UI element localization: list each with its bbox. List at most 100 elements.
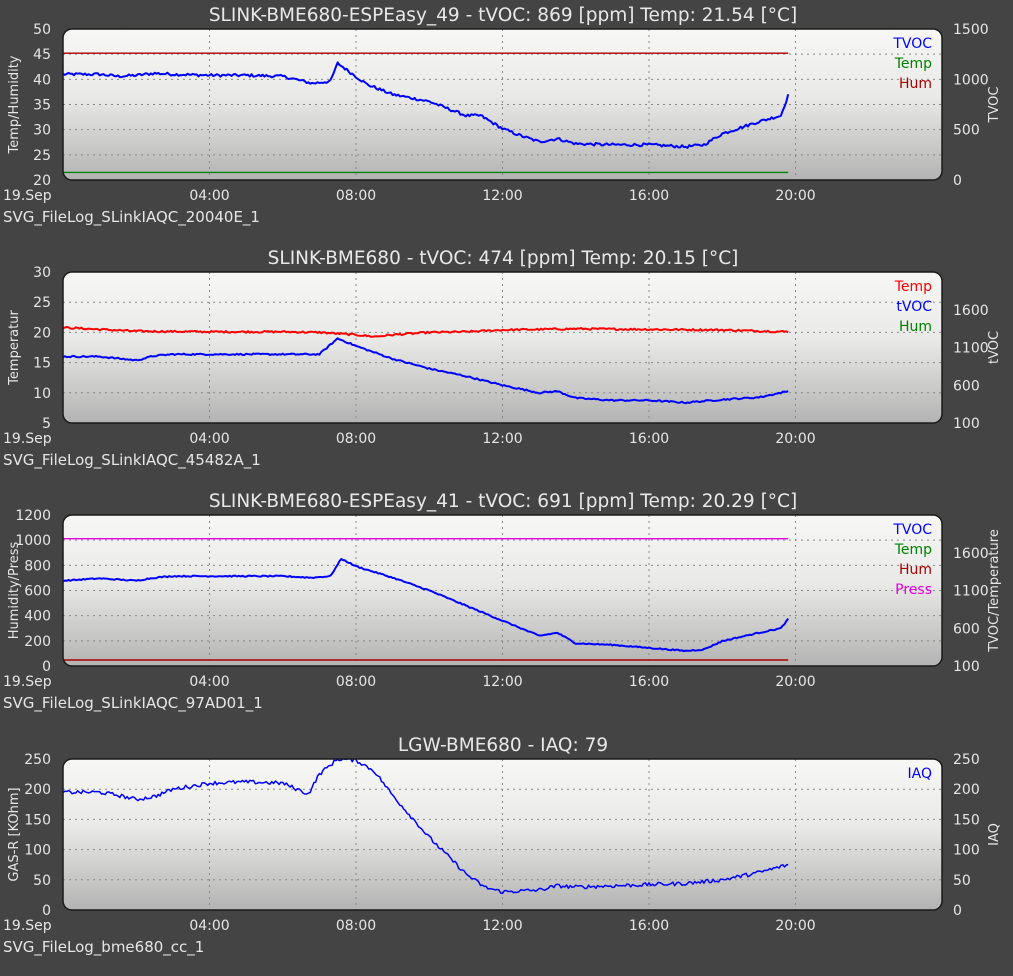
y-tick-left: 1000 bbox=[15, 533, 51, 549]
x-tick: 12:00 bbox=[482, 918, 522, 934]
x-tick: 19.Sep bbox=[3, 674, 52, 690]
x-tick: 08:00 bbox=[336, 918, 376, 934]
x-tick: 08:00 bbox=[336, 188, 376, 204]
y-tick-left: 45 bbox=[33, 47, 51, 63]
x-tick: 04:00 bbox=[189, 674, 229, 690]
y-tick-right: 600 bbox=[953, 621, 980, 637]
y-tick-right: 50 bbox=[953, 873, 971, 889]
x-tick: 19.Sep bbox=[3, 918, 52, 934]
y-tick-right: 1600 bbox=[953, 303, 989, 319]
plot-border bbox=[62, 28, 943, 181]
y-tick-left: 1200 bbox=[15, 508, 51, 524]
y-tick-right: 1100 bbox=[953, 584, 989, 600]
y-axis-label-right: TVOC bbox=[987, 87, 1002, 124]
legend-item-temp: Temp bbox=[894, 542, 932, 558]
x-tick: 04:00 bbox=[189, 918, 229, 934]
x-tick: 20:00 bbox=[775, 918, 815, 934]
legend-item-tvoc: TVOC bbox=[892, 36, 932, 52]
y-tick-right: 200 bbox=[953, 782, 980, 798]
y-tick-left: 15 bbox=[33, 356, 51, 372]
chart-title: SLINK-BME680-ESPEasy_49 - tVOC: 869 [ppm… bbox=[208, 5, 798, 26]
y-tick-right: 1600 bbox=[953, 546, 989, 562]
y-axis-label-left: Humidity/Press bbox=[7, 542, 22, 640]
x-tick: 20:00 bbox=[775, 674, 815, 690]
y-tick-left: 800 bbox=[24, 558, 51, 574]
y-tick-right: 250 bbox=[953, 752, 980, 768]
legend-item-tvoc: tVOC bbox=[896, 299, 932, 315]
y-tick-left: 0 bbox=[42, 903, 51, 919]
y-tick-left: 35 bbox=[33, 98, 51, 114]
chart-svg: 5 10 15 20 25 30 100 600 1100 1600 19.Sep 04:00 08:0… bbox=[3, 265, 1002, 447]
y-tick-left: 150 bbox=[24, 812, 51, 828]
chart-title: SLINK-BME680 - tVOC: 474 [ppm] Temp: 20.… bbox=[267, 248, 739, 269]
x-tick: 08:00 bbox=[336, 431, 376, 447]
y-tick-left: 50 bbox=[33, 22, 51, 38]
chart-title: LGW-BME680 - IAQ: 79 bbox=[397, 735, 609, 756]
filelog-label: SVG_FileLog_SLinkIAQC_45482A_1 bbox=[3, 451, 261, 469]
x-tick: 19.Sep bbox=[3, 431, 52, 447]
plot-area bbox=[63, 272, 942, 423]
x-tick: 12:00 bbox=[482, 674, 522, 690]
y-tick-right: 100 bbox=[953, 659, 980, 675]
y-tick-right: 100 bbox=[953, 416, 980, 432]
chart-svg: 0 50 100 150 200 250 0 50 100 150 200 250 19.Sep 04:0… bbox=[3, 752, 1002, 934]
y-tick-left: 20 bbox=[33, 173, 51, 189]
y-tick-left: 40 bbox=[33, 72, 51, 88]
y-tick-right: 500 bbox=[953, 123, 980, 139]
y-axis-label-right: tVOC bbox=[987, 331, 1002, 364]
x-tick: 04:00 bbox=[189, 431, 229, 447]
y-tick-right: 150 bbox=[953, 812, 980, 828]
y-tick-right: 0 bbox=[953, 173, 962, 189]
x-tick: 04:00 bbox=[189, 188, 229, 204]
y-tick-left: 30 bbox=[33, 265, 51, 281]
legend-item-temp: Temp bbox=[894, 56, 932, 72]
series-line-tvoc bbox=[63, 558, 789, 653]
y-tick-left: 200 bbox=[24, 634, 51, 650]
x-tick: 16:00 bbox=[629, 674, 669, 690]
series-line-iaq bbox=[63, 759, 789, 895]
legend-item-hum: Hum bbox=[899, 562, 932, 578]
legend-item-hum: Hum bbox=[899, 76, 932, 92]
x-tick: 16:00 bbox=[629, 431, 669, 447]
y-tick-left: 20 bbox=[33, 325, 51, 341]
y-tick-left: 25 bbox=[33, 148, 51, 164]
chart-svg: 0 200 400 600 800 1000 1200 100 600 1100 1600 19.Se… bbox=[3, 508, 1002, 690]
x-tick: 12:00 bbox=[482, 431, 522, 447]
x-tick: 19.Sep bbox=[3, 188, 52, 204]
y-tick-left: 5 bbox=[42, 416, 51, 432]
plot-border bbox=[62, 271, 943, 424]
filelog-label: SVG_FileLog_SLinkIAQC_97AD01_1 bbox=[3, 694, 263, 712]
x-tick: 12:00 bbox=[482, 188, 522, 204]
plot-area bbox=[63, 759, 942, 910]
y-axis-label-right: TVOC/Temperature bbox=[987, 529, 1002, 653]
x-tick: 20:00 bbox=[775, 431, 815, 447]
y-tick-left: 400 bbox=[24, 609, 51, 625]
legend-item-tvoc: TVOC bbox=[892, 522, 932, 538]
x-tick: 08:00 bbox=[336, 674, 376, 690]
y-axis-label-left: GAS-R [KOhm] bbox=[7, 787, 22, 881]
y-axis-label-left: Temp/Humidity bbox=[7, 55, 22, 154]
legend-item-iaq: IAQ bbox=[908, 766, 932, 782]
y-tick-right: 1500 bbox=[953, 22, 989, 38]
y-tick-right: 100 bbox=[953, 843, 980, 859]
x-tick: 16:00 bbox=[629, 918, 669, 934]
y-tick-right: 0 bbox=[953, 903, 962, 919]
y-tick-left: 200 bbox=[24, 782, 51, 798]
y-tick-left: 25 bbox=[33, 295, 51, 311]
y-tick-right: 1100 bbox=[953, 341, 989, 357]
legend-item-press: Press bbox=[895, 582, 932, 598]
x-tick: 16:00 bbox=[629, 188, 669, 204]
y-tick-left: 50 bbox=[33, 873, 51, 889]
series-line-tvoc bbox=[63, 61, 790, 149]
legend-item-temp: Temp bbox=[894, 279, 932, 295]
plot-border bbox=[62, 758, 943, 911]
y-tick-left: 100 bbox=[24, 843, 51, 859]
y-tick-left: 30 bbox=[33, 123, 51, 139]
legend-item-hum: Hum bbox=[899, 319, 932, 335]
y-tick-left: 250 bbox=[24, 752, 51, 768]
filelog-label: SVG_FileLog_bme680_cc_1 bbox=[3, 938, 205, 956]
y-tick-right: 1000 bbox=[953, 72, 989, 88]
y-tick-right: 600 bbox=[953, 378, 980, 394]
